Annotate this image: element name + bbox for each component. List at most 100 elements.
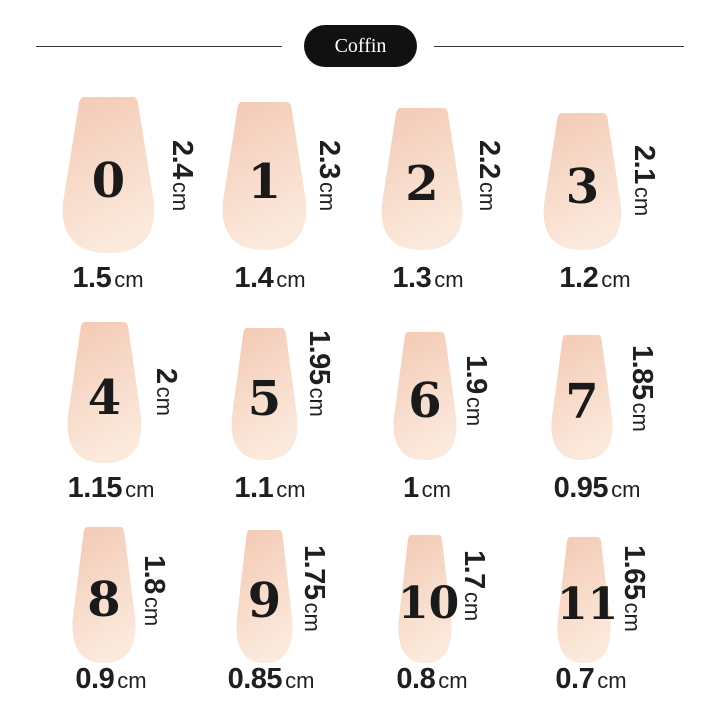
nail-size-6: 6 [393, 332, 457, 460]
size-number: 6 [408, 372, 442, 429]
nail-size-0: 0 [62, 97, 155, 253]
width-value: 1.1 [234, 472, 274, 504]
width-value: 0.7 [555, 663, 595, 695]
nail-shape [231, 328, 298, 460]
width-unit: cm [601, 267, 631, 292]
size-number: 0 [91, 153, 126, 210]
size-number: 8 [87, 572, 121, 629]
length-label: 2.1cm [627, 145, 660, 216]
width-unit: cm [285, 668, 315, 693]
width-unit: cm [611, 477, 641, 502]
width-value: 0.95 [553, 472, 609, 504]
nail-size-10: 10 [398, 535, 460, 663]
width-label: 1.1 cm [234, 472, 305, 505]
width-unit: cm [117, 668, 147, 693]
nail-shape [222, 102, 307, 250]
length-label: 1.9cm [459, 355, 492, 426]
width-value: 1.2 [559, 262, 599, 294]
size-number: 11 [557, 579, 619, 631]
nail-shape [543, 113, 622, 250]
width-value: 1.3 [392, 262, 432, 294]
length-label: 1.85cm [625, 345, 658, 432]
nail-size-1: 1 [222, 102, 307, 250]
length-value: 1.65 [618, 545, 650, 600]
length-unit: cm [300, 602, 325, 632]
width-value: 1.4 [234, 262, 274, 294]
length-value: 2.3 [313, 140, 345, 179]
width-label: 0.85 cm [228, 663, 315, 696]
length-value: 1.9 [460, 355, 492, 394]
divider-left [36, 46, 282, 47]
width-unit: cm [276, 477, 306, 502]
size-number: 1 [247, 153, 282, 210]
length-label: 2.4cm [165, 140, 198, 211]
width-unit: cm [434, 267, 464, 292]
length-value: 2.1 [628, 145, 660, 184]
nail-shape [236, 530, 293, 663]
nail-size-5: 5 [231, 328, 298, 460]
length-label: 1.65cm [617, 545, 650, 632]
divider-right [434, 46, 684, 47]
nail-size-11: 11 [557, 537, 619, 663]
width-value: 1 [403, 472, 419, 504]
length-unit: cm [620, 602, 645, 632]
nail-shape [381, 108, 463, 250]
width-value: 1.15 [67, 472, 123, 504]
width-label: 1.3 cm [392, 262, 463, 295]
length-label: 2 cm [149, 368, 182, 416]
nail-size-4: 4 [67, 322, 142, 463]
nail-shape [62, 97, 155, 253]
width-label: 0.95 cm [554, 472, 641, 505]
length-unit: cm [315, 181, 340, 212]
nail-shape [72, 527, 136, 663]
length-value: 2.2 [473, 140, 505, 179]
width-value: 0.8 [396, 663, 436, 695]
width-unit: cm [421, 477, 451, 502]
width-value: 0.85 [227, 663, 283, 695]
length-label: 1.8cm [137, 555, 170, 626]
nail-shape [398, 535, 452, 663]
length-label: 2.3cm [312, 140, 345, 211]
length-unit: cm [628, 402, 653, 432]
length-value: 2 [150, 368, 182, 384]
width-value: 0.9 [75, 663, 115, 695]
length-unit: cm [140, 596, 165, 627]
width-label: 1.5 cm [72, 262, 143, 295]
length-value: 1.7 [458, 550, 490, 589]
length-unit: cm [305, 387, 330, 417]
length-unit: cm [475, 181, 500, 212]
nail-size-8: 8 [72, 527, 136, 663]
length-value: 1.75 [298, 545, 330, 600]
size-number: 5 [247, 370, 282, 427]
width-unit: cm [438, 668, 468, 693]
size-number: 4 [87, 369, 122, 426]
width-unit: cm [276, 267, 306, 292]
width-unit: cm [114, 267, 144, 292]
nail-size-3: 3 [543, 113, 622, 250]
nail-size-2: 2 [381, 108, 463, 250]
width-unit: cm [125, 477, 155, 502]
nail-size-9: 9 [236, 530, 293, 663]
length-label: 1.7cm [457, 550, 490, 621]
nail-shape [67, 322, 142, 463]
length-value: 1.85 [626, 345, 658, 400]
length-value: 1.8 [138, 555, 170, 594]
length-value: 2.4 [166, 140, 198, 179]
length-unit: cm [460, 591, 485, 622]
length-unit: cm [152, 386, 177, 416]
length-label: 2.2cm [472, 140, 505, 211]
length-label: 1.75cm [297, 545, 330, 632]
width-label: 1.2 cm [559, 262, 630, 295]
width-label: 0.9 cm [75, 663, 146, 696]
nail-size-7: 7 [551, 335, 613, 460]
width-label: 1 cm [403, 472, 451, 505]
length-unit: cm [462, 396, 487, 427]
width-value: 1.5 [72, 262, 112, 294]
width-label: 1.4 cm [234, 262, 305, 295]
nail-shape [551, 335, 613, 460]
size-number: 9 [247, 573, 282, 630]
width-label: 0.7 cm [555, 663, 626, 696]
width-unit: cm [597, 668, 627, 693]
size-number: 10 [398, 578, 460, 630]
